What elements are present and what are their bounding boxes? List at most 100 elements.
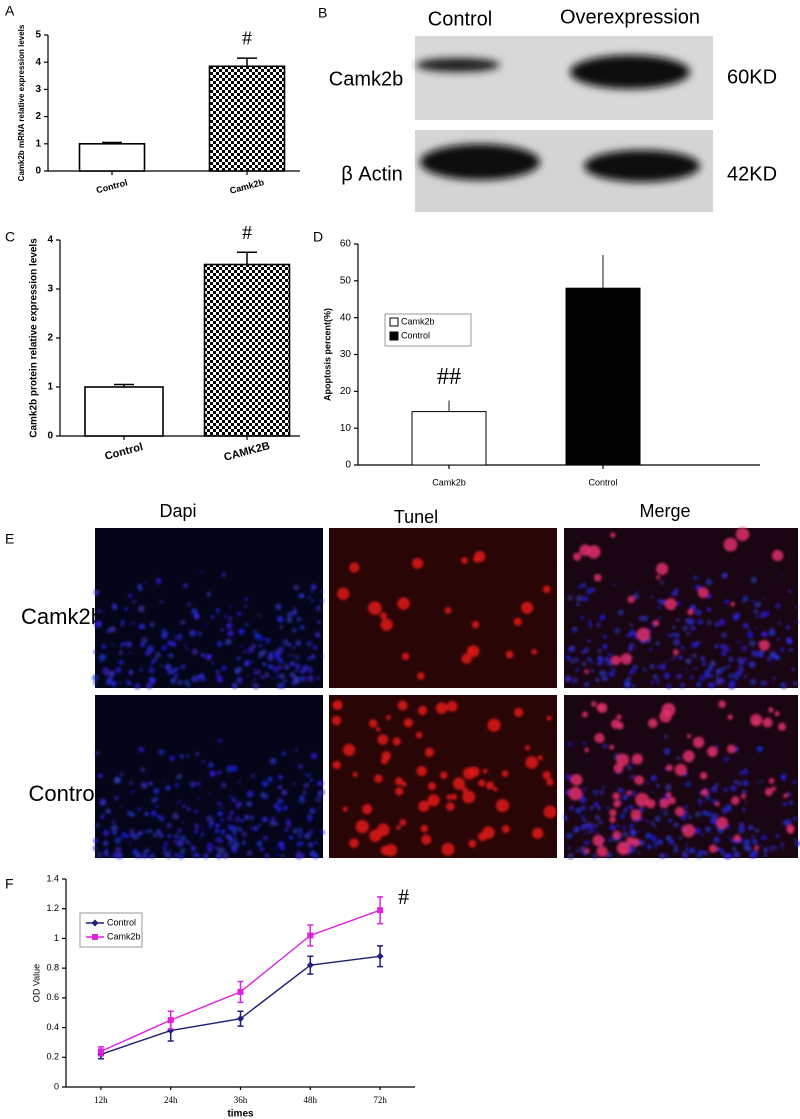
- tunel-cell: [435, 702, 448, 715]
- nucleus: [721, 852, 726, 856]
- tunel-cell: [716, 816, 729, 829]
- nucleus: [121, 641, 126, 647]
- nucleus: [573, 657, 579, 664]
- nucleus: [247, 674, 250, 677]
- tunel-cell: [485, 781, 495, 790]
- marker: [237, 988, 244, 995]
- tunel-cell: [718, 700, 726, 708]
- nucleus: [760, 834, 767, 841]
- nucleus: [220, 817, 225, 822]
- nucleus: [787, 589, 792, 594]
- nucleus: [777, 621, 782, 625]
- tunel-cell: [452, 777, 466, 790]
- y-tick-label: 20: [340, 386, 352, 397]
- tunel-cell: [376, 823, 390, 837]
- nucleus: [231, 797, 237, 803]
- tunel-cell: [630, 809, 642, 821]
- tunel-cell: [461, 557, 468, 564]
- nucleus: [320, 589, 324, 593]
- tunel-cell: [616, 753, 630, 767]
- nucleus: [182, 804, 186, 809]
- marker: [92, 934, 98, 940]
- nucleus: [307, 666, 311, 670]
- nucleus: [720, 632, 727, 639]
- nucleus: [598, 820, 604, 825]
- nucleus: [281, 639, 289, 646]
- nucleus: [292, 782, 296, 785]
- tunel-cell: [682, 824, 696, 838]
- nucleus: [664, 783, 672, 791]
- nucleus: [198, 797, 201, 800]
- tunel-cell: [697, 587, 709, 599]
- nucleus: [142, 854, 146, 858]
- tunel-cell: [332, 760, 341, 770]
- nucleus: [622, 794, 629, 801]
- nucleus: [195, 752, 199, 756]
- tunel-cell: [374, 774, 383, 783]
- y-tick-label: 0: [47, 431, 53, 442]
- tunel-cell: [587, 545, 601, 559]
- nucleus: [625, 684, 628, 687]
- nucleus: [666, 683, 672, 689]
- nucleus: [570, 660, 574, 664]
- nucleus: [276, 806, 282, 813]
- nucleus: [201, 827, 205, 831]
- nucleus: [652, 674, 659, 680]
- marker: [306, 961, 314, 969]
- nucleus: [651, 790, 654, 794]
- nucleus: [112, 852, 118, 858]
- nucleus: [132, 599, 136, 604]
- nucleus: [315, 796, 322, 803]
- tunel-cell: [715, 801, 720, 807]
- nucleus: [286, 821, 293, 828]
- nucleus: [725, 852, 732, 859]
- nucleus: [145, 829, 149, 834]
- nucleus: [738, 664, 742, 669]
- nucleus: [761, 650, 765, 653]
- x-tick-label: Control: [104, 441, 145, 463]
- x-axis-label: times: [227, 1109, 254, 1119]
- nucleus: [177, 828, 183, 833]
- nucleus: [638, 616, 644, 621]
- nucleus: [696, 682, 702, 688]
- y-tick-label: 3: [35, 84, 41, 95]
- nucleus: [298, 828, 303, 834]
- nucleus: [715, 668, 722, 675]
- nucleus: [629, 805, 634, 809]
- y-tick-label: 2: [47, 333, 53, 344]
- nucleus: [287, 642, 292, 647]
- nucleus: [564, 812, 567, 815]
- tunel-cell: [787, 828, 794, 834]
- nucleus: [179, 800, 182, 803]
- tunel-cell: [416, 765, 427, 777]
- nucleus: [287, 613, 292, 617]
- nucleus: [244, 814, 250, 820]
- nucleus: [673, 847, 679, 854]
- nucleus: [693, 667, 697, 670]
- nucleus: [227, 615, 233, 621]
- nucleus: [193, 612, 200, 619]
- nucleus: [617, 609, 624, 616]
- nucleus: [156, 814, 161, 818]
- nucleus: [595, 831, 599, 834]
- y-axis-label: Camk2b protein relative expression level…: [29, 238, 40, 438]
- nucleus: [110, 827, 114, 831]
- nucleus: [197, 631, 202, 637]
- tunel-cell: [381, 751, 392, 761]
- nucleus: [636, 590, 640, 593]
- nucleus: [716, 847, 721, 852]
- tunel-cell: [687, 608, 694, 616]
- nucleus: [310, 584, 317, 590]
- nucleus: [234, 765, 237, 768]
- nucleus: [246, 850, 253, 857]
- micrograph: [92, 528, 324, 690]
- nucleus: [731, 846, 737, 851]
- nucleus: [669, 632, 675, 638]
- nucleus: [103, 850, 110, 857]
- nucleus: [697, 618, 704, 625]
- blot-size: 60KD: [727, 66, 777, 88]
- tunel-cell: [758, 639, 770, 651]
- nucleus: [223, 614, 227, 618]
- nucleus: [296, 841, 302, 846]
- nucleus: [758, 652, 762, 656]
